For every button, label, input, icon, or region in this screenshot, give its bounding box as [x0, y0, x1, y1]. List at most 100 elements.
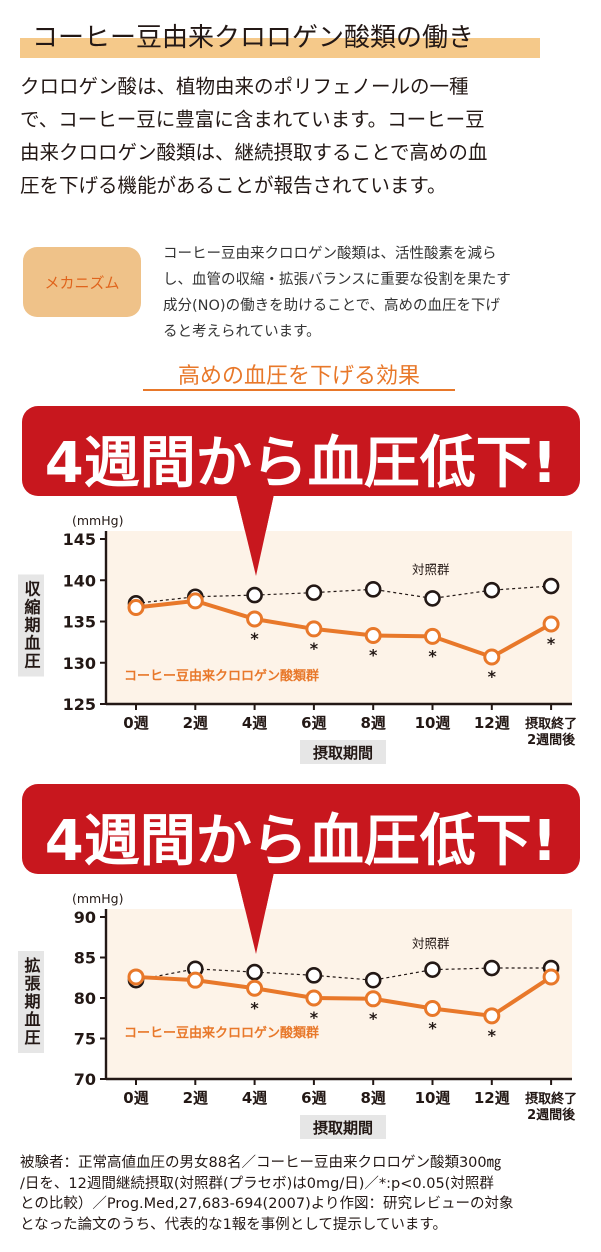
diastolic-chart: 4週間から血圧低下! (mmHg) 70 75 80 85 90 拡張期血圧 0週 2週 4週 6週 8…: [18, 784, 580, 1139]
control-point: [246, 586, 263, 604]
y-axis-title-box: [18, 951, 44, 1053]
control-point: [246, 963, 263, 981]
plot-background: [106, 531, 572, 704]
series-line-control: [135, 967, 552, 981]
y-tick-label: 80: [74, 989, 96, 1008]
x-tick-label: 摂取終了 2週間後: [525, 716, 577, 748]
x-tick-label: 6週: [301, 1089, 326, 1107]
x-tick-label: 2週: [183, 714, 208, 732]
y-tick-label: 135: [63, 613, 96, 632]
x-tick-label: 0週: [123, 714, 148, 732]
series-label-control: 対照群: [412, 936, 450, 951]
significance-mark: *: [310, 639, 319, 658]
significance-mark: *: [547, 634, 556, 653]
x-tick-label: 12週: [474, 1089, 510, 1107]
significance-mark: *: [488, 1026, 497, 1045]
mechanism-badge-label: メカニズム: [44, 273, 120, 292]
y-tick-label: 85: [74, 949, 96, 968]
treatment-point: [305, 989, 323, 1007]
banner-text: 4週間から血圧低下!: [45, 431, 558, 496]
control-point: [483, 581, 501, 599]
x-axis-title: 摂取期間: [313, 744, 373, 762]
y-tick-label: 125: [63, 695, 96, 714]
x-tick-label: 8週: [360, 714, 385, 732]
y-tick-label: 145: [63, 530, 96, 549]
banner-box: [22, 406, 580, 496]
control-point: [483, 959, 501, 977]
y-unit-label: (mmHg): [72, 891, 123, 906]
y-axis-title: 収縮期血圧: [22, 581, 41, 671]
control-point: [305, 967, 323, 984]
x-tick-label: 4週: [242, 1089, 267, 1107]
x-tick-label: 0週: [123, 1089, 148, 1107]
treatment-point: [127, 968, 145, 986]
treatment-point: [542, 968, 560, 986]
effect-title-underline: [143, 389, 455, 391]
plot-background: [106, 909, 572, 1079]
y-tick-label: 130: [63, 654, 96, 673]
banner-box: [22, 784, 580, 874]
significance-mark: *: [369, 646, 378, 665]
banner-pointer-overlay: [236, 872, 274, 954]
treatment-point: [424, 1000, 441, 1018]
banner-text: 4週間から血圧低下!: [45, 809, 558, 874]
treatment-point: [483, 1007, 501, 1025]
intro-paragraph: クロロゲン酸は、植物由来のポリフェノールの一種 で、コーヒー豆に豊富に含まれてい…: [20, 75, 488, 197]
effect-title: 高めの血圧を下げる効果: [177, 364, 420, 389]
series-line-treatment: [135, 974, 553, 1018]
treatment-point: [305, 620, 323, 638]
significance-mark: *: [369, 1009, 378, 1028]
significance-mark: *: [250, 629, 259, 648]
y-axis-title: 拡張期血圧: [22, 956, 41, 1047]
series-label-control: 対照群: [412, 562, 450, 577]
mechanism-text: コーヒー豆由来クロロゲン酸類は、活性酸素を減ら し、血管の収縮・拡張バランスに重…: [163, 246, 511, 340]
title-highlight-bar: [20, 38, 540, 58]
treatment-point: [364, 627, 382, 645]
significance-mark: *: [310, 1008, 319, 1027]
x-tick-label: 8週: [360, 1089, 385, 1107]
treatment-point: [483, 648, 501, 666]
control-point: [364, 581, 382, 598]
control-point: [364, 971, 382, 989]
control-point: [424, 961, 441, 978]
y-tick-label: 70: [74, 1070, 96, 1089]
y-unit-label: (mmHg): [72, 513, 123, 528]
x-axis-title-box: [300, 740, 386, 764]
x-tick-label: 10週: [415, 714, 451, 732]
x-tick-label: 摂取終了 2週間後: [525, 1091, 577, 1123]
y-tick-label: 140: [63, 571, 96, 590]
x-tick-label: 2週: [183, 1089, 208, 1107]
treatment-point: [424, 627, 441, 645]
x-axis-title: 摂取期間: [313, 1119, 373, 1137]
treatment-point: [364, 990, 382, 1008]
control-point: [424, 590, 441, 607]
control-point: [542, 577, 560, 595]
y-tick-label: 75: [74, 1030, 96, 1049]
significance-mark: *: [250, 998, 259, 1017]
significance-mark: *: [488, 667, 497, 686]
series-label-treatment: コーヒー豆由来クロロゲン酸類群: [124, 668, 319, 684]
y-axis-title-box: [18, 574, 44, 677]
systolic-chart: 4週間から血圧低下! (mmHg) 125 130 135 140 145 収縮期血圧 0週 2週…: [18, 406, 580, 764]
significance-mark: *: [428, 646, 437, 665]
significance-mark: *: [428, 1019, 437, 1038]
x-tick-label: 10週: [415, 1089, 451, 1107]
footnote: 被験者：正常高値血圧の男女88名／コーヒー豆由来クロロゲン酸類300㎎ /日を、…: [20, 1155, 514, 1233]
control-point: [305, 584, 323, 601]
x-tick-label: 12週: [474, 714, 510, 732]
treatment-point: [246, 610, 264, 628]
series-label-treatment: コーヒー豆由来クロロゲン酸類群: [124, 1025, 319, 1041]
x-tick-label: 6週: [301, 714, 326, 732]
treatment-point: [246, 979, 264, 997]
series-line-treatment: [135, 598, 553, 660]
banner-pointer-overlay: [236, 494, 274, 576]
page-title: コーヒー豆由来クロロゲン酸類の働き: [32, 23, 475, 53]
treatment-point: [186, 971, 204, 989]
treatment-point: [186, 592, 204, 610]
treatment-point: [542, 615, 560, 633]
x-axis-title-box: [300, 1115, 386, 1139]
x-tick-label: 4週: [242, 714, 267, 732]
mechanism-badge: メカニズム: [23, 247, 141, 317]
y-tick-label: 90: [74, 908, 96, 927]
treatment-point: [127, 598, 145, 616]
